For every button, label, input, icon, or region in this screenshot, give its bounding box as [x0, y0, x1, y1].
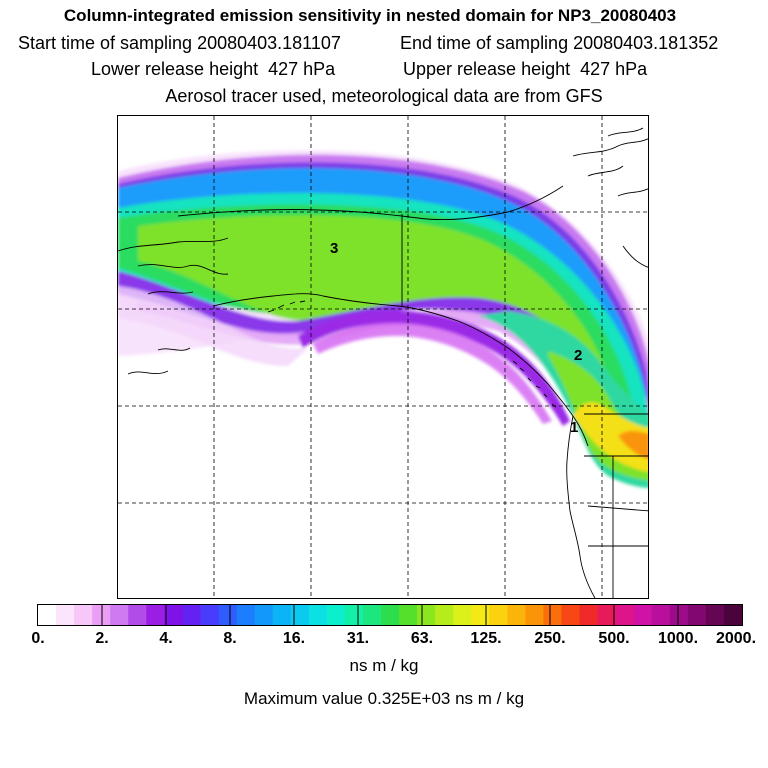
colorbar-tick-label: 1000.	[657, 630, 699, 647]
maximum-value-text: Maximum value 0.325E+03 ns m / kg	[243, 689, 525, 708]
sampling-times-row: Start time of sampling 20080403.181107 E…	[0, 33, 768, 55]
colorbar-tick-label: 8.	[223, 630, 237, 647]
colorbar-swatch	[579, 605, 599, 625]
colorbar-swatch	[417, 605, 436, 625]
upper-release-text: Upper release height 427 hPa	[403, 59, 648, 79]
colorbar-tick-label: 250.	[534, 630, 566, 647]
colorbar-swatch	[200, 605, 220, 625]
colorbar-swatch	[236, 605, 256, 625]
colorbar-swatch	[633, 605, 653, 625]
colorbar-swatch	[272, 605, 292, 625]
graticule	[118, 116, 648, 598]
colorbar-swatch	[308, 605, 328, 625]
colorbar-swatch	[507, 605, 526, 625]
colorbar-swatch	[344, 605, 364, 625]
colorbar-swatch	[74, 605, 93, 625]
colorbar-swatch	[380, 605, 400, 625]
colorbar-swatch	[453, 605, 472, 625]
colorbar-swatch	[597, 605, 617, 625]
colorbar-swatch	[254, 605, 274, 625]
colorbar-tick-label: 125.	[470, 630, 502, 647]
region-label-1: 1	[570, 419, 578, 436]
map-canvas: 3 2 1	[118, 116, 648, 598]
colorbar-swatch	[615, 605, 635, 625]
colorbar-swatch	[525, 605, 545, 625]
colorbar-swatch	[92, 605, 111, 625]
colorbar-swatch	[290, 605, 310, 625]
colorbar-swatch	[687, 605, 707, 625]
colorbar-swatches	[38, 605, 742, 625]
colorbar-swatch	[705, 605, 725, 625]
colorbar-swatch	[326, 605, 346, 625]
colorbar-tick-label: 2000.	[715, 630, 757, 647]
colorbar-swatch	[561, 605, 581, 625]
colorbar-swatch	[182, 605, 202, 625]
map-panel: 3 2 1	[117, 115, 649, 599]
release-heights-row: Lower release height 427 hPa Upper relea…	[0, 59, 768, 81]
sensitivity-plume	[118, 150, 648, 488]
colorbar-swatch	[435, 605, 454, 625]
colorbar-swatch	[110, 605, 129, 625]
colorbar-swatch	[56, 605, 75, 625]
colorbar-swatch	[146, 605, 165, 625]
lower-release-text: Lower release height 427 hPa	[91, 59, 336, 79]
colorbar-tick-label: 31.	[346, 630, 370, 647]
coastlines	[118, 127, 648, 598]
colorbar-tick-label: 4.	[159, 630, 173, 647]
region-label-2: 2	[574, 347, 582, 364]
colorbar-swatch	[471, 605, 490, 625]
colorbar-swatch	[399, 605, 418, 625]
colorbar-tick-label: 16.	[282, 630, 306, 647]
colorbar-swatch	[164, 605, 184, 625]
colorbar-tick-label: 63.	[410, 630, 434, 647]
colorbar-swatch	[362, 605, 382, 625]
end-time-text: End time of sampling 20080403.181352	[400, 33, 719, 53]
start-time-text: Start time of sampling 20080403.181107	[18, 33, 341, 53]
region-label-3: 3	[330, 240, 338, 257]
colorbar-swatch	[218, 605, 238, 625]
colorbar-swatch	[38, 605, 57, 625]
colorbar-swatch	[128, 605, 147, 625]
tracer-note: Aerosol tracer used, meteorological data…	[165, 86, 603, 106]
colorbar-tick-label: 500.	[598, 630, 630, 647]
colorbar-swatch	[723, 605, 742, 625]
colorbar	[37, 604, 743, 626]
colorbar-swatch	[543, 605, 563, 625]
colorbar-tick-label: 2.	[95, 630, 109, 647]
region-labels: 3 2 1	[330, 240, 582, 436]
colorbar-tick-label: 0.	[31, 630, 45, 647]
plot-title: Column-integrated emission sensitivity i…	[63, 6, 677, 25]
colorbar-swatch	[489, 605, 508, 625]
colorbar-swatch	[669, 605, 689, 625]
colorbar-swatch	[651, 605, 671, 625]
colorbar-units: ns m / kg	[349, 656, 419, 675]
